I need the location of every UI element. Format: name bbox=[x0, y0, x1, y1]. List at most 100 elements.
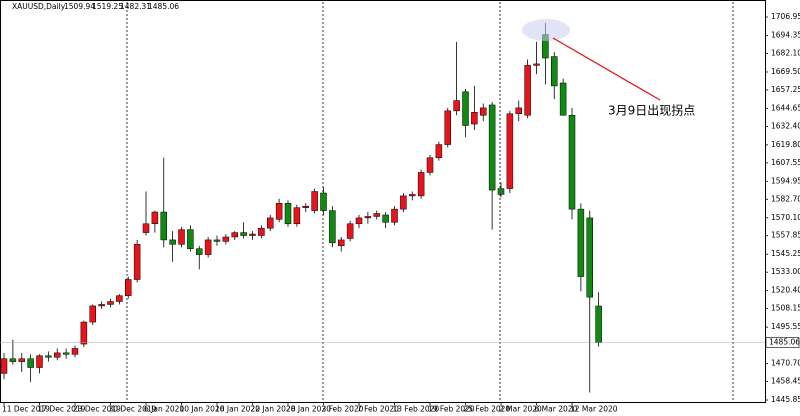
candle-body bbox=[453, 100, 460, 112]
candle-body bbox=[142, 223, 150, 233]
candle-body bbox=[160, 211, 167, 241]
candle-body bbox=[524, 65, 531, 116]
candle-body bbox=[116, 295, 123, 302]
y-tick-label: 1594.95 bbox=[771, 176, 800, 185]
ohlc-close: 1485.06 bbox=[148, 2, 179, 11]
y-tick-label: 1557.85 bbox=[771, 231, 800, 240]
candle-body bbox=[586, 217, 593, 298]
plot-frame bbox=[0, 0, 766, 403]
x-tick-label: 11 Dec 2019 bbox=[2, 405, 50, 414]
x-tick-label: 30 Dec 2019 bbox=[109, 405, 157, 414]
candle-body bbox=[515, 107, 522, 115]
candle-body bbox=[204, 239, 212, 255]
candle-body bbox=[480, 107, 487, 116]
candle-body bbox=[568, 114, 576, 210]
candle-body bbox=[196, 248, 203, 255]
last-price-label: 1485.06 bbox=[769, 338, 800, 347]
x-tick-label: 13 Feb 2020 bbox=[393, 405, 440, 414]
y-tick-label: 1533.00 bbox=[771, 267, 800, 276]
candle-body bbox=[9, 358, 17, 362]
ohlc-open: 1509.94 bbox=[64, 2, 95, 11]
candle-body bbox=[36, 355, 43, 368]
candle-body bbox=[284, 202, 292, 225]
y-tick-label: 1582.70 bbox=[771, 194, 800, 203]
candle-body bbox=[346, 223, 354, 239]
x-tick-label: 16 Jan 2020 bbox=[215, 405, 260, 414]
candle-body bbox=[320, 192, 327, 211]
candle-body bbox=[107, 301, 114, 305]
candle-body bbox=[249, 233, 256, 236]
candle-body bbox=[435, 144, 443, 159]
candle-body bbox=[18, 358, 25, 362]
y-tick-label: 1694.35 bbox=[771, 31, 800, 40]
candle-body bbox=[329, 210, 336, 244]
candle-body bbox=[71, 348, 79, 355]
candle-body bbox=[417, 172, 425, 197]
candle-body bbox=[497, 188, 505, 195]
y-tick-label: 1657.25 bbox=[771, 85, 800, 94]
x-tick-label: 17 Dec 2019 bbox=[38, 405, 86, 414]
y-tick-label: 1445.85 bbox=[771, 395, 800, 404]
chart-title: XAUUSD,Daily bbox=[12, 2, 66, 11]
candle-body bbox=[426, 157, 434, 173]
y-tick-label: 1508.15 bbox=[771, 304, 800, 313]
candle-body bbox=[187, 229, 194, 249]
candle-body bbox=[364, 216, 372, 219]
highlight-ellipse bbox=[522, 19, 570, 41]
candle-body bbox=[506, 113, 514, 189]
x-tick-label: 7 Feb 2020 bbox=[357, 405, 399, 414]
candle-body bbox=[551, 56, 558, 87]
candle-body bbox=[62, 352, 70, 355]
x-tick-label: 12 Mar 2020 bbox=[570, 405, 618, 414]
candle-body bbox=[471, 112, 478, 125]
candle-body bbox=[409, 194, 416, 197]
candle-body bbox=[302, 205, 309, 208]
x-tick-label: 3 Feb 2020 bbox=[322, 405, 364, 414]
candle-body bbox=[311, 191, 318, 211]
y-tick-label: 1644.65 bbox=[771, 103, 800, 112]
x-tick-label: 6 Mar 2020 bbox=[535, 405, 578, 414]
candle-body bbox=[275, 202, 283, 220]
candle-body bbox=[0, 358, 8, 374]
candle-body bbox=[133, 244, 141, 280]
candle-body bbox=[355, 217, 363, 225]
last-price-box bbox=[765, 337, 800, 348]
x-tick-label: 10 Jan 2020 bbox=[180, 405, 225, 414]
x-tick-label: 19 Feb 2020 bbox=[428, 405, 475, 414]
candle-body bbox=[267, 217, 274, 229]
y-tick-label: 1470.70 bbox=[771, 359, 800, 368]
y-tick-label: 1545.25 bbox=[771, 249, 800, 258]
candle-body bbox=[80, 321, 88, 345]
candle-body bbox=[400, 195, 407, 210]
candle-body bbox=[462, 91, 469, 126]
x-tick-label: 22 Jan 2020 bbox=[251, 405, 296, 414]
candle-body bbox=[125, 279, 132, 296]
candle-body bbox=[382, 214, 389, 223]
candle-body bbox=[151, 211, 159, 225]
y-tick-label: 1495.55 bbox=[771, 322, 800, 331]
y-tick-label: 1458.45 bbox=[771, 377, 800, 386]
candle-body bbox=[533, 63, 540, 66]
candle-body bbox=[373, 213, 380, 217]
candle-body bbox=[89, 305, 96, 323]
y-tick-label: 1607.55 bbox=[771, 158, 800, 167]
candle-body bbox=[45, 355, 52, 358]
x-tick-label: 2 Mar 2020 bbox=[499, 405, 542, 414]
candle-body bbox=[178, 229, 185, 245]
ohlc-high: 1519.25 bbox=[92, 2, 123, 11]
candle-body bbox=[293, 207, 301, 225]
annotation-arrow bbox=[552, 37, 661, 101]
candle-body bbox=[444, 110, 451, 145]
candle-body bbox=[222, 236, 230, 242]
plot: 1706.95 1694.35 1682.10 1669.50 1657.25 1644.… bbox=[0, 12, 800, 414]
x-tick-label: 28 Jan 2020 bbox=[286, 405, 331, 414]
x-tick-label: 23 Dec 2019 bbox=[73, 405, 121, 414]
y-tick-label: 1520.40 bbox=[771, 286, 800, 295]
candle-body bbox=[240, 232, 247, 236]
candle-body bbox=[169, 239, 176, 245]
y-tick-label: 1669.50 bbox=[771, 67, 800, 76]
candle-body bbox=[258, 227, 265, 236]
x-tick-label: 25 Feb 2020 bbox=[464, 405, 511, 414]
ohlc-low: 1482.31 bbox=[120, 2, 151, 11]
